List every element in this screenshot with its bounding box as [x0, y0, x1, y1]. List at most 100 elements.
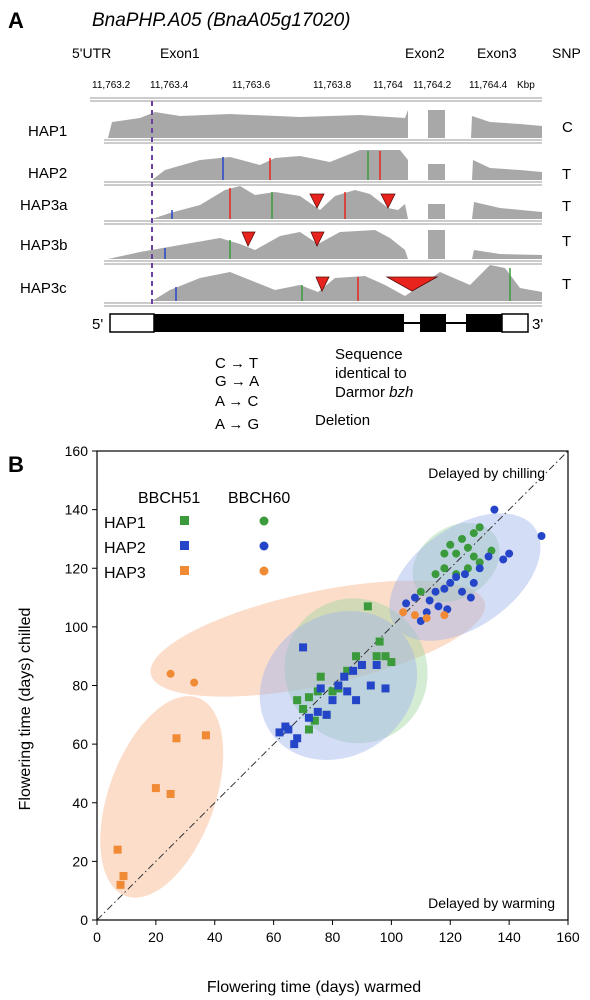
- legend-label-hap2: HAP2: [104, 540, 146, 557]
- x-axis-label: Flowering time (days) warmed: [207, 979, 421, 996]
- point-hap2-bbch60: [402, 599, 411, 608]
- point-hap2-bbch51: [343, 687, 352, 696]
- identity-line: [96, 450, 569, 921]
- legend-deletion: Deletion: [315, 412, 370, 429]
- point-hap2-bbch51: [275, 728, 284, 737]
- point-hap2-bbch51: [281, 722, 290, 731]
- point-hap3-bbch60: [166, 669, 175, 678]
- legend-sub: A → C: [215, 393, 259, 410]
- panel-b-scatter-chart: B 0 20 40 60 80 100 120 140 160 0 20 40 60 80 100 120 1…: [8, 443, 580, 996]
- point-hap2-bbch51: [313, 707, 322, 716]
- point-hap2-bbch60: [446, 578, 455, 587]
- point-hap2-bbch60: [410, 593, 419, 602]
- x-tick-label: 60: [266, 929, 282, 945]
- x-tick-label: 80: [325, 929, 341, 945]
- point-hap1-bbch60: [458, 534, 467, 543]
- point-hap1-bbch60: [431, 570, 440, 579]
- legend-sub: G → A: [215, 373, 259, 390]
- coverage-track-hap3a: [152, 186, 542, 219]
- coord-tick: 11,763.2: [92, 80, 131, 91]
- point-hap2-bbch51: [290, 740, 299, 749]
- snp-marker-icon: [380, 193, 396, 209]
- panel-a-genome-figure: A BnaPHP.A05 (BnaA05g17020) 5'UTR Exon1 …: [8, 8, 581, 433]
- legend-identical-line: identical to: [335, 365, 407, 382]
- x-tick-label: 160: [556, 929, 580, 945]
- variant-legend: C → T G → A A → C A → G Sequence identic…: [215, 346, 413, 433]
- point-hap2-bbch60: [469, 578, 478, 587]
- y-tick-label: 40: [72, 795, 88, 811]
- coverage-track-hap2: [152, 150, 542, 180]
- gene-model-5prime: 5': [92, 316, 103, 333]
- point-hap1-bbch60: [452, 549, 461, 558]
- x-tick-label: 120: [439, 929, 463, 945]
- point-hap1-bbch60: [463, 543, 472, 552]
- label-exon3: Exon3: [477, 45, 517, 61]
- track-label-hap1: HAP1: [28, 123, 67, 140]
- point-hap3-bbch60: [399, 608, 408, 617]
- chart-legend: BBCH51 BBCH60 HAP1 HAP2 HAP3: [104, 490, 290, 582]
- point-hap2-bbch60: [458, 587, 467, 596]
- point-hap1-bbch60: [475, 558, 484, 567]
- point-hap1-bbch51: [304, 693, 313, 702]
- point-hap2-bbch51: [349, 666, 358, 675]
- point-hap1-bbch60: [416, 587, 425, 596]
- point-hap2-bbch51: [316, 684, 325, 693]
- y-tick-label: 80: [72, 678, 88, 694]
- point-hap1-bbch51: [299, 704, 308, 713]
- group-ellipse-hap3: [100, 696, 224, 898]
- legend-square-hap2: [180, 541, 189, 550]
- point-hap2-bbch51: [322, 710, 331, 719]
- track-label-hap3a: HAP3a: [20, 197, 68, 214]
- coord-tick: 11,763.8: [313, 80, 352, 91]
- point-hap1-bbch51: [304, 725, 313, 734]
- snp-hap3b: T: [562, 233, 571, 250]
- gene-model-3prime: 3': [532, 316, 543, 333]
- legend-identical-line: Sequence: [335, 346, 403, 363]
- point-hap1-bbch51: [343, 666, 352, 675]
- x-tick-label: 20: [148, 929, 164, 945]
- point-hap1-bbch51: [363, 602, 372, 611]
- point-hap1-bbch51: [375, 637, 384, 646]
- legend-identical-text: Darmor: [335, 384, 389, 401]
- point-hap2-bbch60: [484, 552, 493, 561]
- annotation-delayed-chilling: Delayed by chilling: [428, 465, 545, 481]
- variant-markers: [241, 193, 439, 292]
- y-axis-label: Flowering time (days) chilled: [17, 608, 34, 811]
- y-axis-ticks: 0 20 40 60 80 100 120 140 160: [65, 443, 97, 928]
- legend-label-hap1: HAP1: [104, 515, 146, 532]
- snp-marks: [164, 151, 511, 301]
- annotation-delayed-warming: Delayed by warming: [428, 895, 555, 911]
- snp-marker-icon: [241, 231, 256, 247]
- x-tick-label: 0: [93, 929, 101, 945]
- deletion-marker-icon: [385, 276, 439, 292]
- y-tick-label: 0: [80, 912, 88, 928]
- track-separators: [104, 139, 542, 307]
- point-hap2-bbch51: [352, 696, 361, 705]
- coord-tick: 11,764.2: [413, 80, 452, 91]
- legend-sub: C → T: [215, 355, 258, 372]
- point-hap2-bbch60: [505, 549, 514, 558]
- y-tick-label: 20: [72, 853, 88, 869]
- point-hap2-bbch60: [440, 584, 449, 593]
- x-tick-label: 40: [207, 929, 223, 945]
- point-hap2-bbch60: [460, 570, 469, 579]
- y-tick-label: 100: [65, 619, 89, 635]
- point-hap2-bbch51: [293, 734, 302, 743]
- point-hap1-bbch51: [381, 652, 390, 661]
- coord-unit: Kbp: [517, 80, 535, 91]
- point-hap3-bbch60: [422, 614, 431, 623]
- coordinate-ruler: 11,763.2 11,763.4 11,763.6 11,763.8 11,7…: [90, 80, 542, 102]
- track-label-hap3b: HAP3b: [20, 237, 68, 254]
- point-hap2-bbch60: [431, 587, 440, 596]
- point-hap1-bbch60: [446, 540, 455, 549]
- legend-sub: A → G: [215, 416, 259, 433]
- point-hap1-bbch60: [469, 529, 478, 538]
- point-hap1-bbch60: [475, 523, 484, 532]
- point-hap1-bbch51: [328, 687, 337, 696]
- coverage-track-hap1: [108, 110, 542, 138]
- point-hap2-bbch51: [381, 684, 390, 693]
- reference-line: [96, 450, 569, 921]
- point-hap2-bbch51: [299, 643, 308, 652]
- y-tick-label: 160: [65, 443, 89, 459]
- label-exon1: Exon1: [160, 45, 200, 61]
